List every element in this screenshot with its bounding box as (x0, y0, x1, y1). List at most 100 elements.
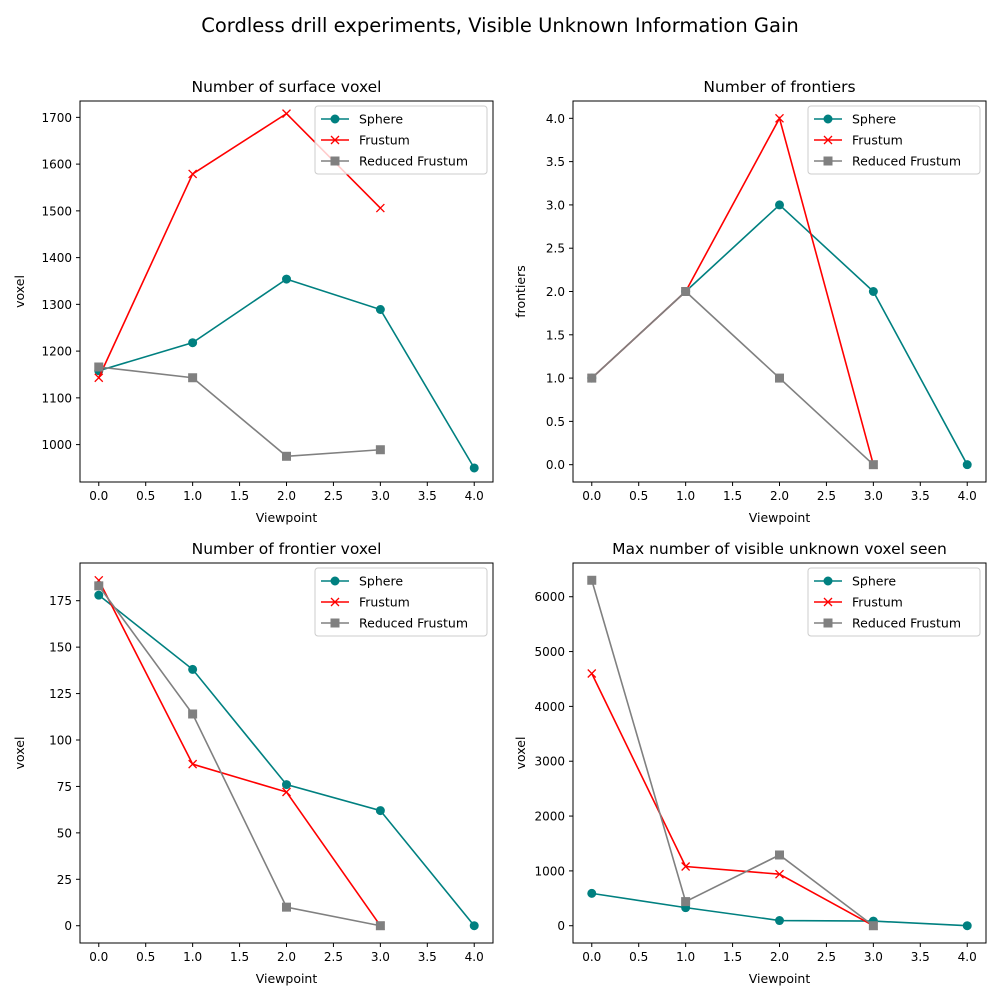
data-point-sphere (282, 780, 291, 790)
data-point-frustum (681, 862, 691, 871)
x-tick-label: 1.5 (723, 950, 742, 964)
y-axis-label: voxel (513, 737, 528, 770)
data-point-reduced-frustum (375, 921, 385, 931)
data-point-reduced-frustum (868, 921, 878, 931)
data-point-sphere (188, 338, 198, 348)
data-point-reduced-frustum (775, 373, 784, 383)
series-line-reduced-frustum (591, 580, 874, 927)
y-tick-label: 0.0 (546, 458, 565, 472)
x-tick-label: 2.0 (770, 489, 789, 503)
y-tick-label: 1300 (41, 298, 72, 312)
legend-label: Sphere (852, 112, 896, 127)
data-point-reduced-frustum (775, 850, 784, 860)
x-tick-label: 4.0 (958, 489, 977, 503)
y-tick-label: 2.0 (546, 285, 565, 299)
legend: Sphere Frustum Reduced Frustum (807, 567, 981, 637)
x-tick-label: 3.5 (418, 489, 437, 503)
y-tick-label: 1200 (41, 345, 72, 359)
legend-label: Frustum (852, 133, 903, 148)
x-tick-label: 3.0 (864, 950, 883, 964)
data-point-frustum (375, 203, 385, 213)
subplot-title: Number of surface voxel (192, 78, 382, 96)
x-tick-label: 0.5 (629, 489, 648, 503)
data-point-reduced-frustum (681, 897, 691, 907)
data-point-sphere (469, 921, 479, 931)
y-tick-label: 125 (49, 687, 72, 701)
legend-marker (330, 156, 340, 166)
x-axis-label: Viewpoint (256, 510, 318, 525)
x-tick-label: 3.5 (911, 950, 930, 964)
legend-box (314, 567, 488, 637)
y-tick-label: 1000 (534, 864, 565, 878)
subplot-title: Max number of visible unknown voxel seen (612, 540, 947, 558)
y-tick-label: 0.5 (546, 415, 565, 429)
data-point-frustum (188, 759, 198, 769)
x-tick-label: 1.0 (676, 489, 695, 503)
legend-label: Reduced Frustum (359, 616, 468, 631)
y-tick-label: 100 (49, 733, 72, 747)
y-tick-label: 1000 (41, 438, 72, 452)
data-point-frustum (282, 109, 291, 119)
data-point-frustum (188, 169, 198, 179)
data-point-reduced-frustum (681, 287, 691, 296)
legend-label: Frustum (359, 595, 410, 610)
x-tick-label: 2.0 (770, 950, 789, 964)
data-point-reduced-frustum (94, 581, 104, 591)
data-point-reduced-frustum (282, 451, 291, 461)
data-point-reduced-frustum (375, 445, 385, 455)
legend-marker (330, 576, 340, 586)
series-line-sphere (98, 594, 475, 927)
data-point-reduced-frustum (587, 575, 597, 585)
data-point-frustum (775, 113, 784, 123)
y-tick-label: 5000 (534, 645, 565, 659)
x-tick-label: 4.0 (465, 950, 484, 964)
legend-label: Reduced Frustum (852, 154, 961, 169)
legend-marker (823, 114, 833, 124)
figure-title: Cordless drill experiments, Visible Unkn… (201, 14, 799, 37)
legend-label: Reduced Frustum (359, 154, 468, 169)
legend-marker (330, 114, 340, 124)
legend-label: Sphere (852, 574, 896, 589)
legend: Sphere Frustum Reduced Frustum (807, 105, 981, 175)
x-axis-label: Viewpoint (256, 971, 318, 986)
legend-marker (823, 576, 833, 586)
legend-box (807, 105, 981, 175)
y-tick-label: 150 (49, 641, 72, 655)
series-line-frustum (591, 673, 874, 927)
x-tick-label: 4.0 (958, 950, 977, 964)
y-tick-label: 50 (57, 826, 72, 840)
y-tick-label: 2000 (534, 810, 565, 824)
y-tick-label: 1500 (41, 204, 72, 218)
x-tick-label: 2.5 (817, 950, 836, 964)
data-point-frustum (282, 787, 291, 797)
data-point-sphere (587, 888, 597, 898)
legend-label: Frustum (852, 595, 903, 610)
series-line-reduced-frustum (98, 366, 381, 458)
x-tick-label: 3.5 (911, 489, 930, 503)
x-axis-label: Viewpoint (749, 971, 811, 986)
legend: Sphere Frustum Reduced Frustum (314, 105, 488, 175)
x-tick-label: 3.0 (371, 489, 390, 503)
y-tick-label: 2.5 (546, 242, 565, 256)
x-tick-label: 2.5 (324, 950, 343, 964)
x-tick-label: 3.0 (371, 950, 390, 964)
subplot-3: Number of frontier voxel 0.0 0.5 1.0 1.5 2.0 2… (12, 540, 494, 986)
data-point-frustum (94, 373, 104, 383)
legend-box (314, 105, 488, 175)
y-tick-label: 1.5 (546, 328, 565, 342)
x-tick-label: 2.5 (324, 489, 343, 503)
legend-box (807, 567, 981, 637)
data-point-reduced-frustum (587, 373, 597, 383)
legend-label: Sphere (359, 112, 403, 127)
y-tick-label: 1700 (41, 111, 72, 125)
y-tick-label: 1400 (41, 251, 72, 265)
legend-marker (330, 597, 340, 607)
legend-marker (823, 135, 833, 145)
series-line-reduced-frustum (98, 585, 381, 927)
y-tick-label: 1600 (41, 158, 72, 172)
series-line-sphere (591, 203, 968, 466)
data-point-sphere (375, 304, 385, 314)
x-tick-label: 2.5 (817, 489, 836, 503)
y-tick-label: 3.5 (546, 155, 565, 169)
